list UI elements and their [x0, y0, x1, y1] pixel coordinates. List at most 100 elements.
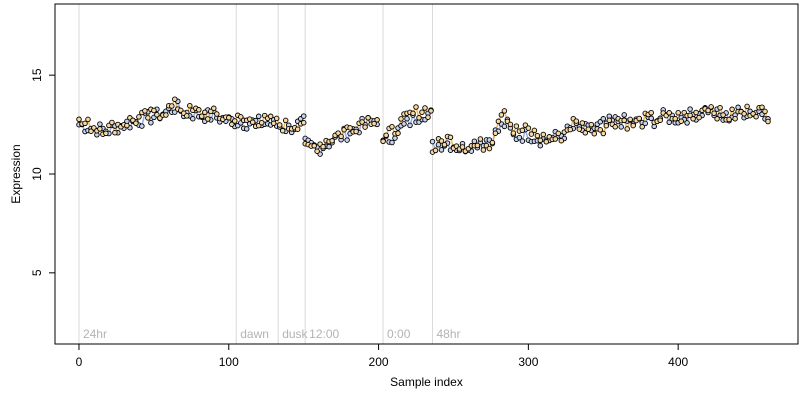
data-point — [486, 145, 493, 152]
data-point — [136, 114, 142, 120]
data-point — [516, 134, 523, 141]
data-point — [139, 123, 145, 129]
data-point — [648, 115, 654, 122]
data-point — [696, 114, 702, 121]
data-point — [537, 142, 544, 149]
data-point — [267, 113, 274, 120]
data-point — [687, 106, 693, 112]
data-point — [675, 109, 681, 116]
x-tick-label: 0 — [76, 355, 83, 369]
data-point — [112, 129, 118, 136]
data-point — [438, 138, 445, 144]
data-point — [642, 120, 648, 127]
data-point — [335, 130, 341, 136]
data-point — [582, 130, 589, 136]
data-point — [666, 110, 672, 116]
data-point — [320, 143, 326, 150]
data-point — [202, 109, 208, 116]
data-point — [199, 113, 205, 119]
data-point — [282, 117, 289, 124]
data-point — [279, 127, 286, 134]
data-point — [97, 121, 103, 127]
data-point — [311, 143, 317, 149]
y-tick-label: 5 — [30, 269, 44, 276]
data-point — [759, 104, 765, 110]
data-point — [151, 107, 157, 114]
data-point — [255, 113, 262, 120]
y-tick-label: 15 — [30, 68, 44, 82]
data-point — [163, 112, 169, 118]
data-point — [636, 115, 642, 122]
data-point — [627, 116, 633, 123]
data-point — [729, 106, 735, 113]
data-point — [741, 111, 747, 117]
data-point — [717, 104, 723, 111]
data-point — [606, 117, 613, 124]
data-point — [425, 114, 431, 120]
data-point — [591, 130, 598, 137]
data-point — [401, 121, 407, 127]
data-point — [300, 113, 307, 119]
data-point — [422, 105, 428, 111]
data-point — [103, 130, 109, 137]
data-point — [190, 115, 196, 122]
data-point — [501, 123, 508, 130]
data-point — [276, 122, 283, 128]
data-point — [507, 121, 514, 128]
x-axis-title: Sample index — [390, 375, 463, 389]
data-point — [229, 121, 235, 128]
data-point — [474, 142, 481, 149]
data-point — [639, 124, 645, 130]
data-point — [76, 116, 82, 123]
data-point — [438, 147, 445, 153]
y-axis-title: Expression — [9, 144, 23, 203]
data-point — [413, 104, 419, 110]
data-point — [585, 126, 592, 132]
data-point — [249, 119, 256, 125]
data-point — [432, 147, 439, 154]
data-point — [154, 111, 160, 118]
data-point — [404, 115, 410, 122]
data-point — [528, 131, 535, 137]
data-point — [374, 117, 380, 123]
data-point — [389, 123, 395, 130]
data-point — [172, 96, 178, 102]
data-point — [618, 124, 624, 130]
data-point — [392, 135, 398, 141]
data-point — [693, 109, 699, 116]
data-point — [371, 120, 377, 127]
plot-frame — [54, 3, 799, 345]
data-point — [429, 138, 436, 145]
data-point — [573, 118, 580, 124]
data-point — [519, 138, 526, 144]
data-point — [732, 115, 738, 122]
data-point — [603, 122, 610, 129]
data-point — [380, 138, 386, 145]
data-point — [148, 119, 154, 126]
data-point — [621, 117, 627, 124]
marker-label: 48hr — [436, 327, 460, 341]
data-point — [579, 120, 586, 126]
data-point — [88, 128, 94, 134]
data-point — [441, 141, 448, 148]
data-point — [124, 122, 130, 129]
data-point — [232, 118, 238, 124]
data-point — [205, 116, 211, 122]
data-point — [398, 116, 404, 122]
data-point — [519, 127, 526, 134]
x-tick-label: 200 — [369, 355, 389, 369]
data-point — [489, 139, 496, 146]
data-point — [684, 120, 690, 126]
data-point — [214, 111, 220, 117]
data-point — [510, 130, 517, 136]
data-point — [531, 127, 538, 134]
data-point — [726, 116, 732, 123]
data-point — [395, 130, 401, 136]
marker-lines — [78, 4, 433, 344]
data-point — [416, 115, 422, 121]
data-point — [687, 112, 693, 119]
data-point — [480, 147, 487, 153]
data-point — [705, 107, 711, 114]
marker-label: dawn — [240, 327, 269, 341]
